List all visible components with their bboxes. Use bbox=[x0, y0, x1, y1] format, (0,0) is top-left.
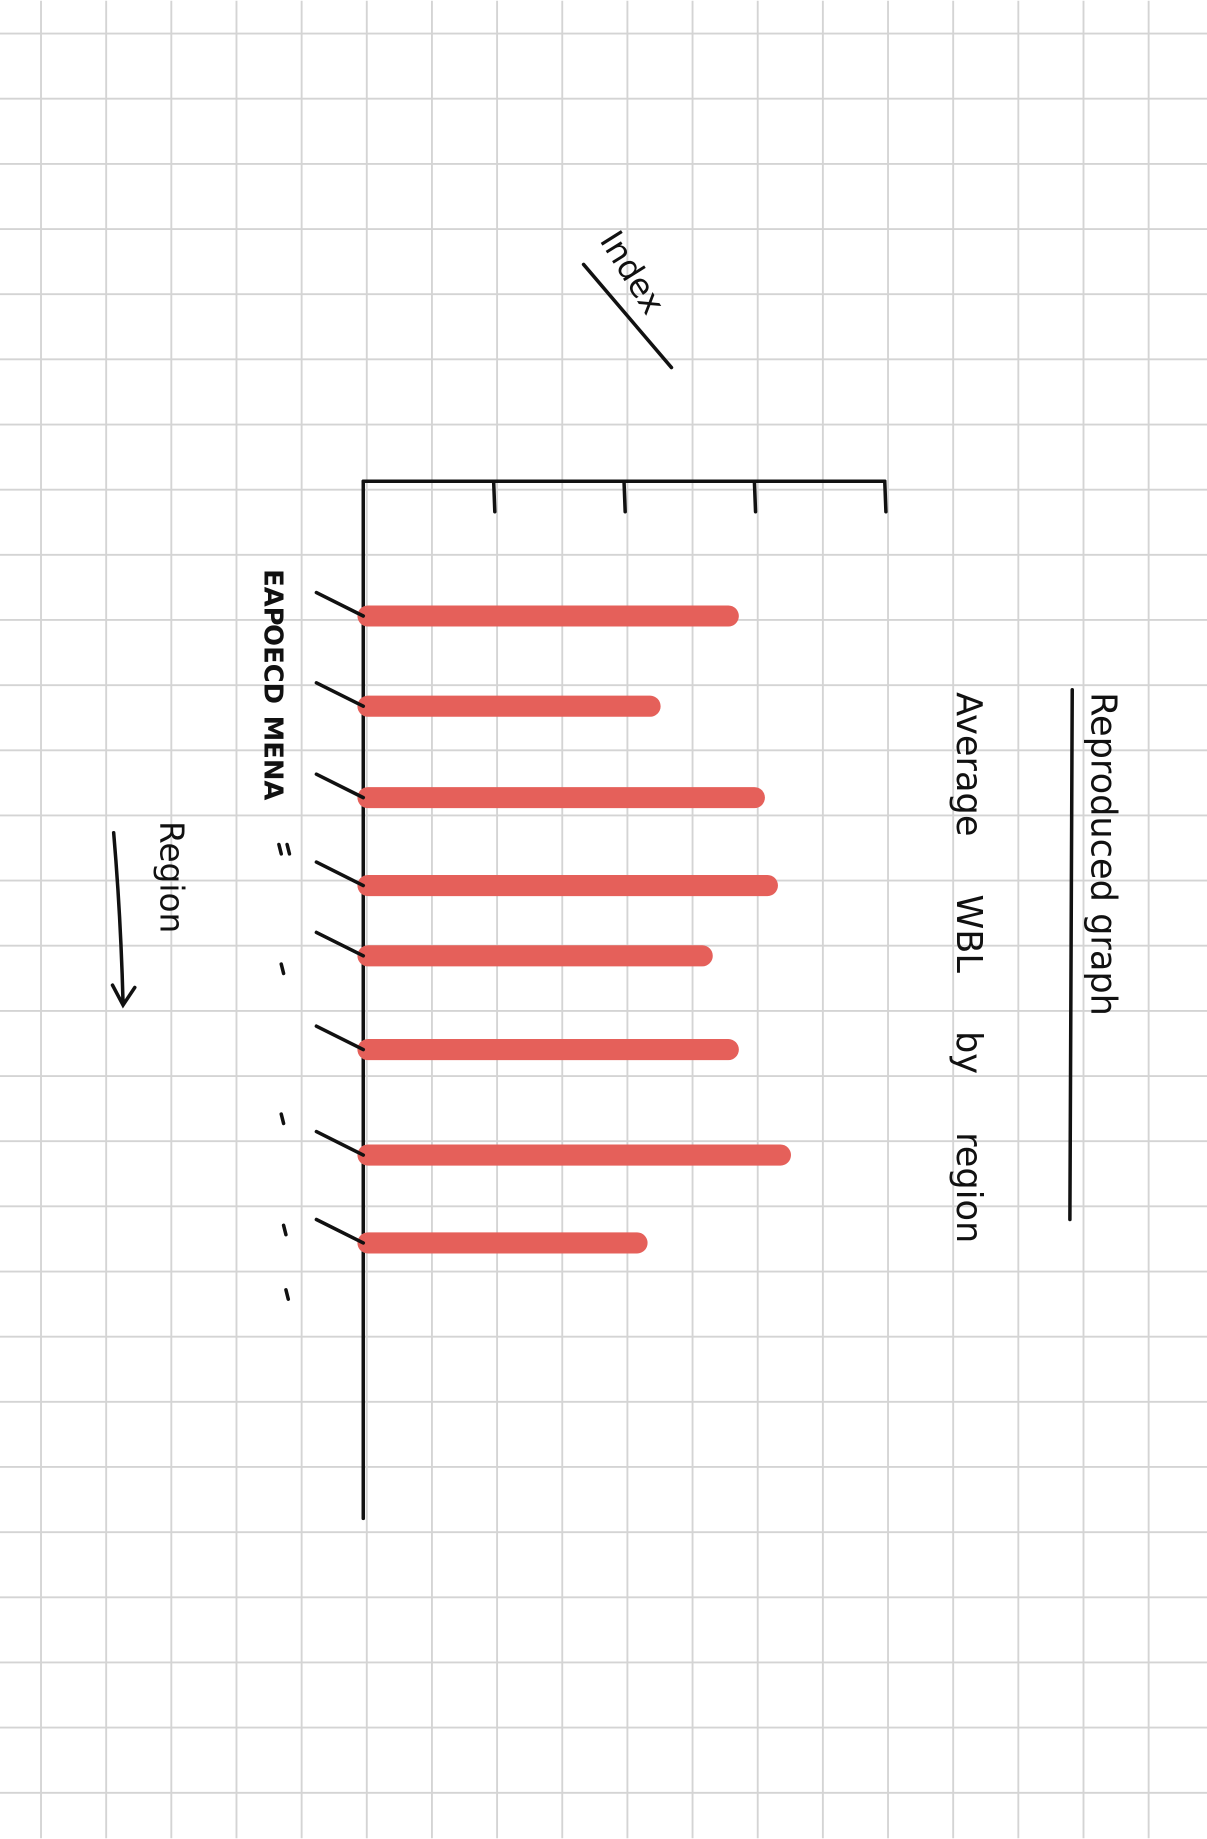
x-axis-label: Index bbox=[592, 224, 672, 321]
y-tick-label: EAP bbox=[257, 569, 287, 625]
leader-line bbox=[314, 772, 366, 800]
leader-line bbox=[314, 1024, 366, 1052]
leader-line bbox=[314, 590, 366, 618]
leader-line bbox=[314, 860, 366, 888]
leader-line bbox=[314, 1129, 366, 1157]
y-tick-label: MENA bbox=[257, 716, 287, 801]
y-label-arrow bbox=[110, 831, 137, 1009]
y-tick-label: OECD bbox=[257, 624, 287, 704]
x-tick bbox=[622, 479, 627, 514]
ditto-marks bbox=[277, 842, 292, 1301]
leader-line bbox=[314, 930, 366, 958]
x-tick bbox=[752, 479, 758, 514]
y-axis-label: Region bbox=[152, 821, 190, 933]
title-underline bbox=[1068, 688, 1074, 1222]
x-tick bbox=[491, 479, 497, 514]
leader-line bbox=[314, 681, 366, 708]
leader-line bbox=[314, 1217, 366, 1245]
x-tick bbox=[882, 479, 888, 514]
chart-title: Reproduced graph bbox=[1083, 692, 1124, 1016]
chart-subtitle: Average WBL by region bbox=[948, 692, 989, 1243]
x-label-underline bbox=[581, 262, 674, 370]
